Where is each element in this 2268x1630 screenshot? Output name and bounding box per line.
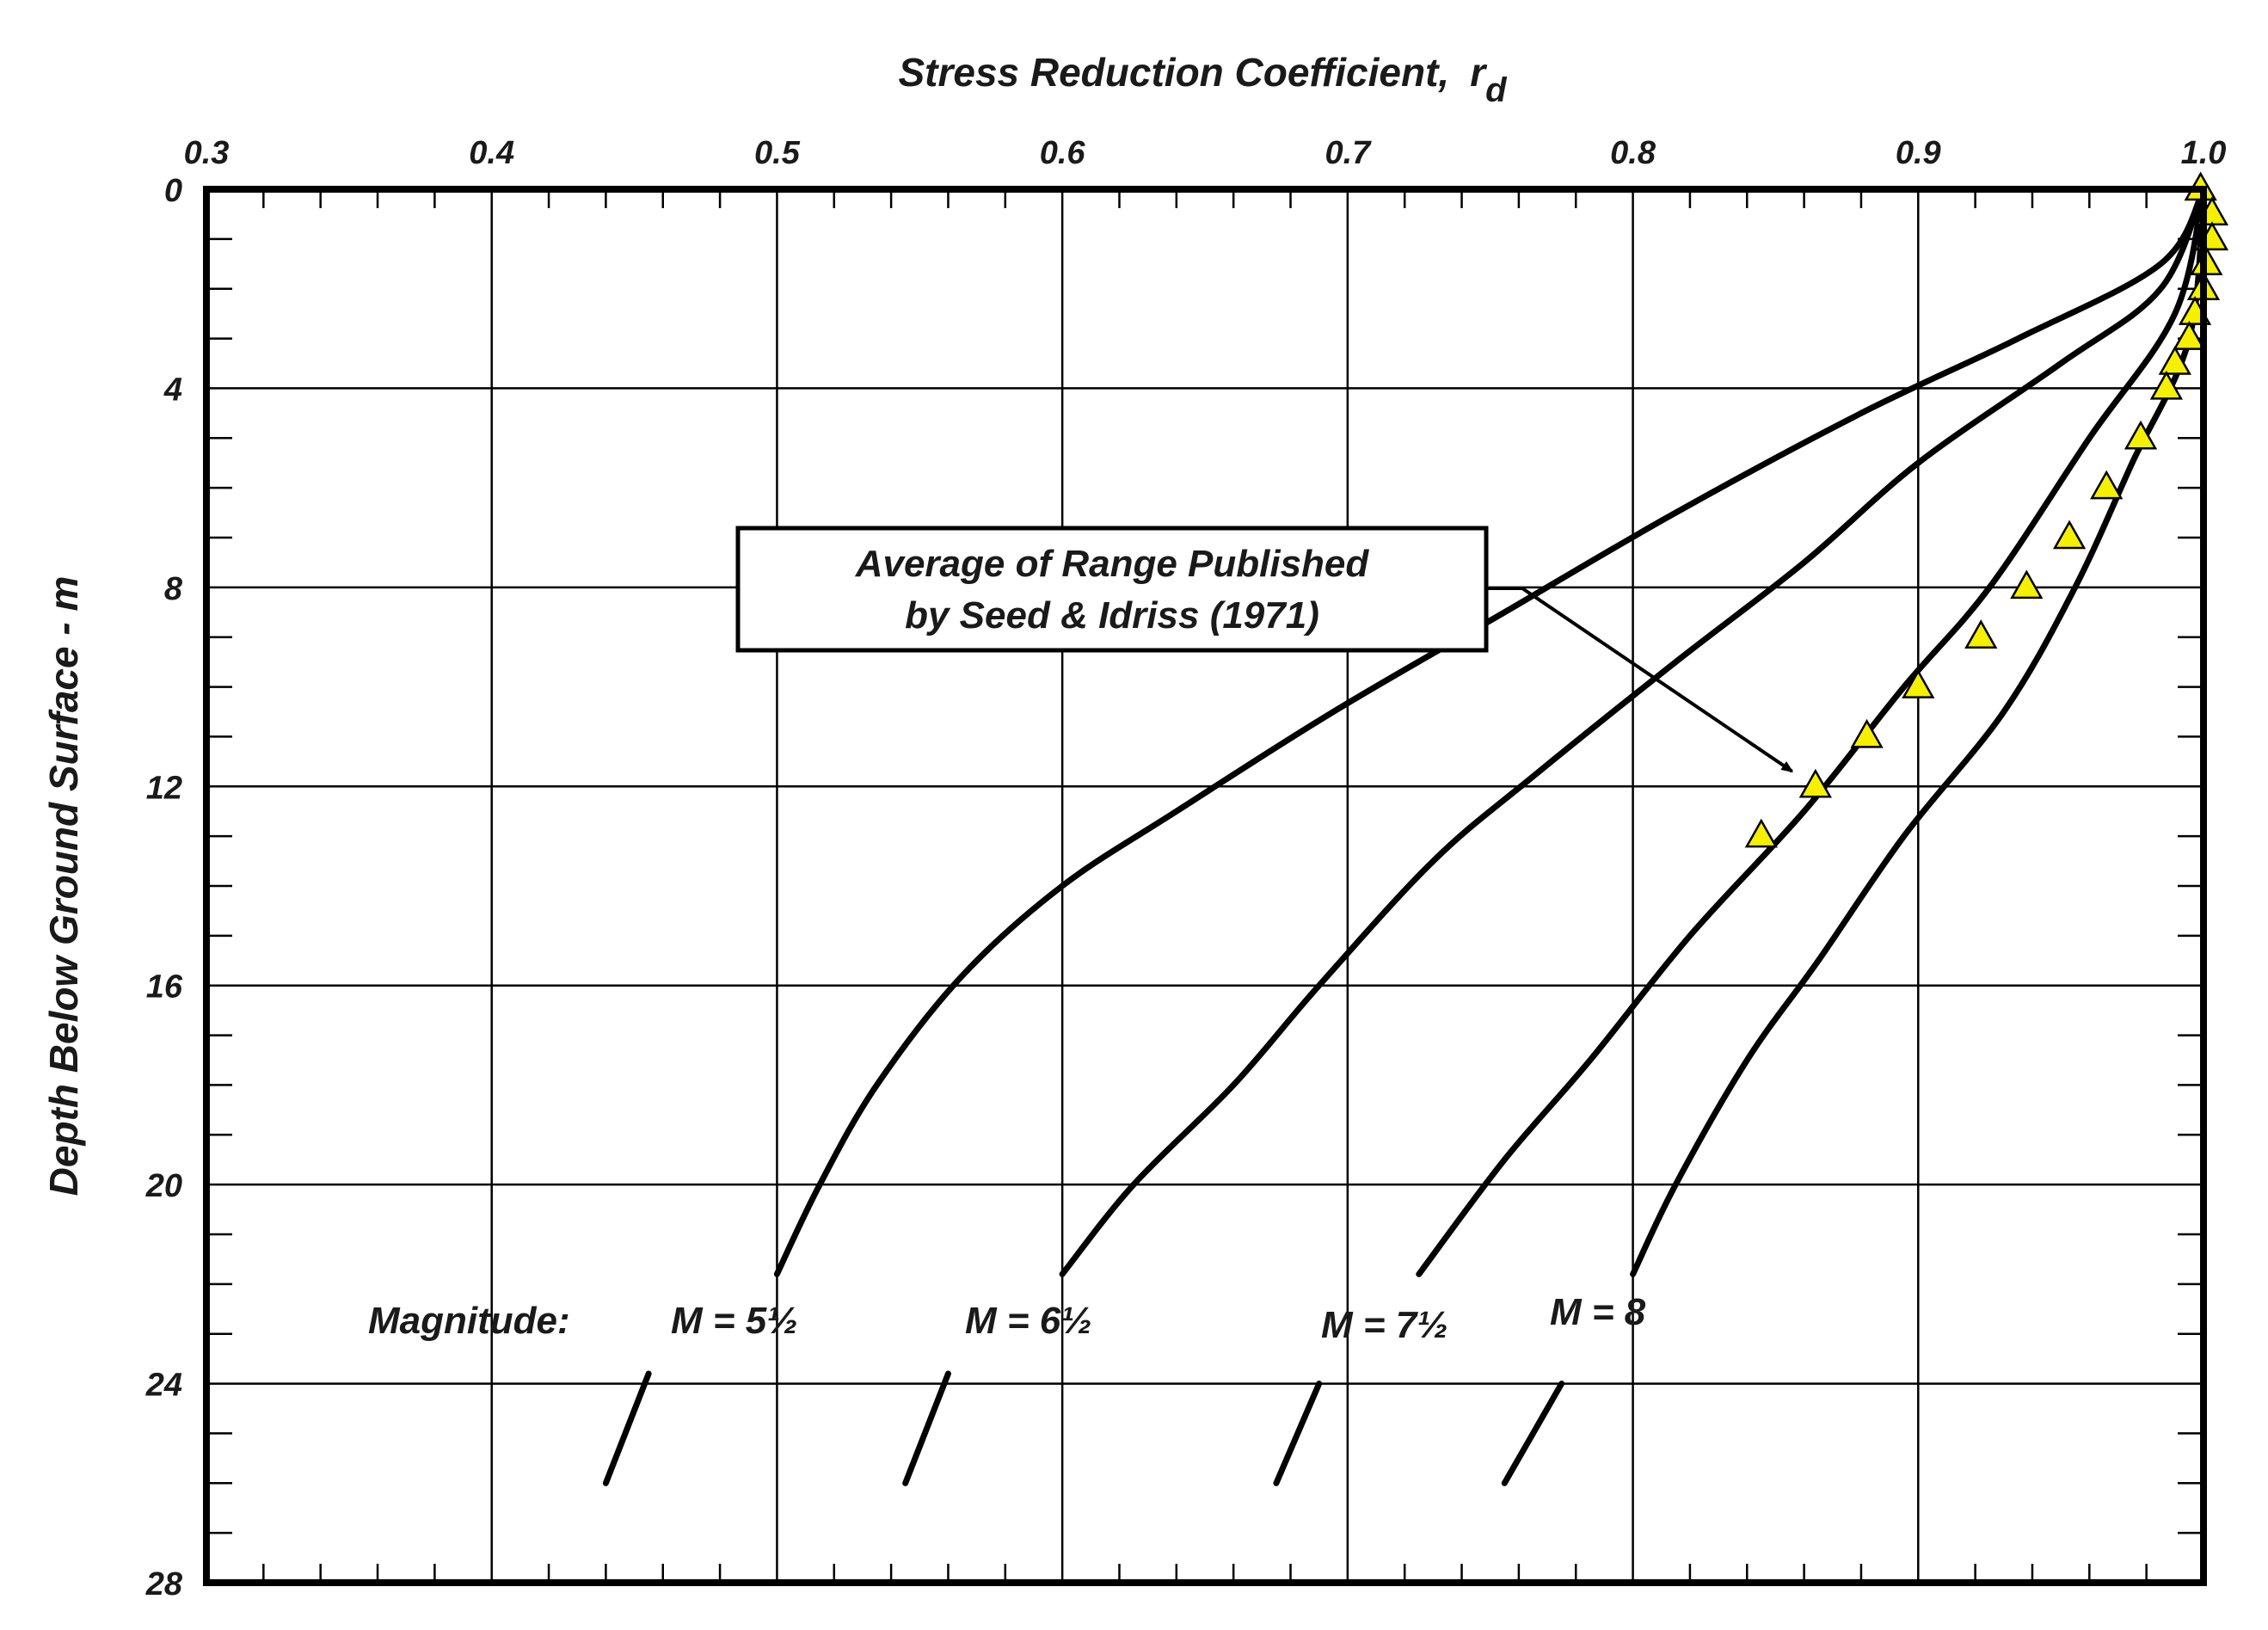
triangle-marker	[2052, 520, 2087, 550]
x-tick-label: 0.9	[1896, 135, 1941, 171]
y-tick-label: 8	[164, 571, 183, 607]
triangle-marker	[1798, 768, 1833, 798]
triangle-marker	[2090, 470, 2124, 500]
plot-frame	[203, 186, 2207, 1586]
y-tick-label: 28	[145, 1566, 183, 1602]
curve-label-m55: M = 5½	[671, 1300, 798, 1342]
y-axis-title: Depth Below Ground Surface - m	[41, 576, 86, 1196]
x-tick-label: 0.6	[1040, 135, 1086, 171]
triangle-marker	[2010, 569, 2044, 600]
annotation-box: Average of Range Published by Seed & Idr…	[735, 526, 1794, 773]
x-tick-label: 0.3	[184, 135, 230, 171]
curve-tail-2	[902, 1370, 951, 1486]
annotation-arrow	[1486, 587, 1794, 773]
curve-1	[773, 186, 2207, 1277]
triangle-marker	[1744, 818, 1778, 848]
annotation-line-2: by Seed & Idriss (1971)	[905, 594, 1319, 637]
curve-label-m65: M = 6½	[965, 1300, 1092, 1342]
x-tick-label: 1.0	[2181, 135, 2227, 171]
x-tick-label: 0.7	[1325, 135, 1372, 171]
curve-2	[1059, 186, 2207, 1277]
annotation-line-1: Average of Range Published	[855, 543, 1370, 585]
triangle-marker	[2173, 321, 2206, 350]
triangle-marker	[1850, 718, 1884, 748]
y-tick-label: 16	[146, 969, 183, 1006]
y-tick-label: 4	[163, 372, 182, 408]
curve-label-m8: M = 8	[1550, 1291, 1646, 1333]
curve-tail-1	[602, 1370, 652, 1486]
data-markers	[1744, 171, 2229, 848]
curve-label-m75: M = 7½	[1321, 1304, 1448, 1346]
magnitude-prefix: Magnitude:	[368, 1300, 570, 1342]
curves	[602, 186, 2207, 1486]
triangle-marker	[2149, 370, 2184, 400]
triangle-marker	[2158, 345, 2191, 375]
y-tick-label: 24	[145, 1368, 182, 1404]
triangle-marker	[1964, 619, 1998, 649]
y-tick-label: 20	[145, 1168, 182, 1204]
grid	[206, 189, 2203, 1583]
curve-tail-3	[1273, 1381, 1323, 1486]
minor-ticks	[206, 189, 2203, 1583]
x-tick-label: 0.8	[1610, 135, 1656, 171]
y-tick-label: 12	[146, 770, 182, 806]
x-tick-label: 0.5	[754, 135, 801, 171]
triangle-marker	[2124, 420, 2158, 450]
x-axis-title: Stress Reduction Coefficient, rd	[898, 50, 1508, 109]
y-tick-label: 0	[164, 173, 182, 209]
x-tick-labels: 0.3 0.4 0.5 0.6 0.7 0.8 0.9 1.0	[184, 135, 2227, 171]
y-tick-labels: 0 4 8 12 16 20 24 28	[145, 173, 183, 1602]
x-tick-label: 0.4	[469, 135, 514, 171]
curve-tail-4	[1501, 1381, 1565, 1486]
curve-3	[1416, 186, 2207, 1277]
triangle-marker	[1902, 669, 1935, 698]
